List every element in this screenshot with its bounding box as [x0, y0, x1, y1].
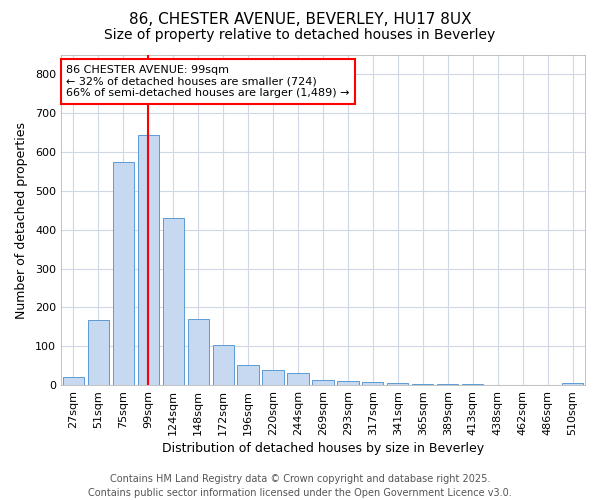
Bar — [163, 218, 184, 385]
Bar — [437, 384, 458, 385]
Bar — [262, 370, 284, 385]
Bar — [362, 382, 383, 385]
Bar — [212, 346, 234, 385]
Bar — [88, 320, 109, 385]
Bar — [412, 384, 433, 385]
X-axis label: Distribution of detached houses by size in Beverley: Distribution of detached houses by size … — [162, 442, 484, 455]
Y-axis label: Number of detached properties: Number of detached properties — [15, 122, 28, 318]
Text: Contains HM Land Registry data © Crown copyright and database right 2025.
Contai: Contains HM Land Registry data © Crown c… — [88, 474, 512, 498]
Bar — [63, 378, 84, 385]
Bar — [137, 136, 159, 385]
Text: 86 CHESTER AVENUE: 99sqm
← 32% of detached houses are smaller (724)
66% of semi-: 86 CHESTER AVENUE: 99sqm ← 32% of detach… — [66, 65, 350, 98]
Text: 86, CHESTER AVENUE, BEVERLEY, HU17 8UX: 86, CHESTER AVENUE, BEVERLEY, HU17 8UX — [128, 12, 472, 28]
Bar — [188, 319, 209, 385]
Bar — [287, 372, 308, 385]
Bar — [313, 380, 334, 385]
Bar — [337, 381, 359, 385]
Text: Size of property relative to detached houses in Beverley: Size of property relative to detached ho… — [104, 28, 496, 42]
Bar — [462, 384, 484, 385]
Bar — [562, 383, 583, 385]
Bar — [113, 162, 134, 385]
Bar — [238, 365, 259, 385]
Bar — [387, 383, 409, 385]
